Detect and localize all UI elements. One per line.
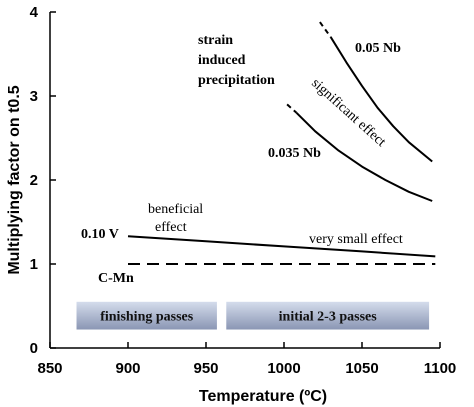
y-tick-label-0: 0: [30, 340, 38, 357]
x-tick-label-3: 1000: [267, 360, 300, 377]
annotation-precipitation: precipitation: [198, 73, 275, 88]
x-axis-title: Temperature (ºC): [199, 388, 327, 405]
y-axis-title: Multiplying factor on t0.5: [6, 85, 23, 274]
band-label-finishing: finishing passes: [100, 310, 194, 325]
series-extrapolation-0: [319, 21, 332, 38]
band-label-initial: initial 2-3 passes: [279, 310, 378, 325]
series-extrapolation-1: [286, 103, 298, 114]
x-tick-label-1: 900: [115, 360, 140, 377]
x-tick-label-4: 1050: [345, 360, 378, 377]
label-c-mn: C-Mn: [98, 271, 134, 286]
annotation-beneficial: beneficial: [148, 202, 203, 217]
y-ticks: 0 1 2 3 4: [30, 4, 56, 357]
annotation-strain: strain: [198, 33, 233, 48]
band-0: [76, 301, 217, 330]
label-010-v: 0.10 V: [81, 227, 119, 242]
x-tick-label-2: 950: [193, 360, 218, 377]
process-bands: [76, 301, 430, 330]
band-1: [226, 301, 430, 330]
y-tick-label-2: 2: [30, 172, 38, 189]
x-tick-label-0: 850: [37, 360, 62, 377]
annotation-induced: induced: [198, 53, 246, 68]
series-line-2: [127, 235, 436, 258]
series-group: [127, 21, 436, 265]
label-0035-nb: 0.035 Nb: [268, 146, 321, 161]
annotation-very-small-effect: very small effect: [309, 232, 403, 247]
annotation-effect: effect: [155, 220, 187, 235]
annotation-significant-effect: significant effect: [308, 76, 388, 150]
x-ticks: 850 900 950 1000 1050 1100: [37, 342, 456, 377]
series-line-0: [329, 36, 433, 163]
y-tick-label-4: 4: [30, 4, 39, 21]
label-005-nb: 0.05 Nb: [355, 41, 401, 56]
y-tick-label-1: 1: [30, 256, 38, 273]
series-line-1: [295, 112, 433, 202]
x-tick-label-5: 1100: [424, 360, 457, 377]
y-tick-label-3: 3: [30, 88, 38, 105]
